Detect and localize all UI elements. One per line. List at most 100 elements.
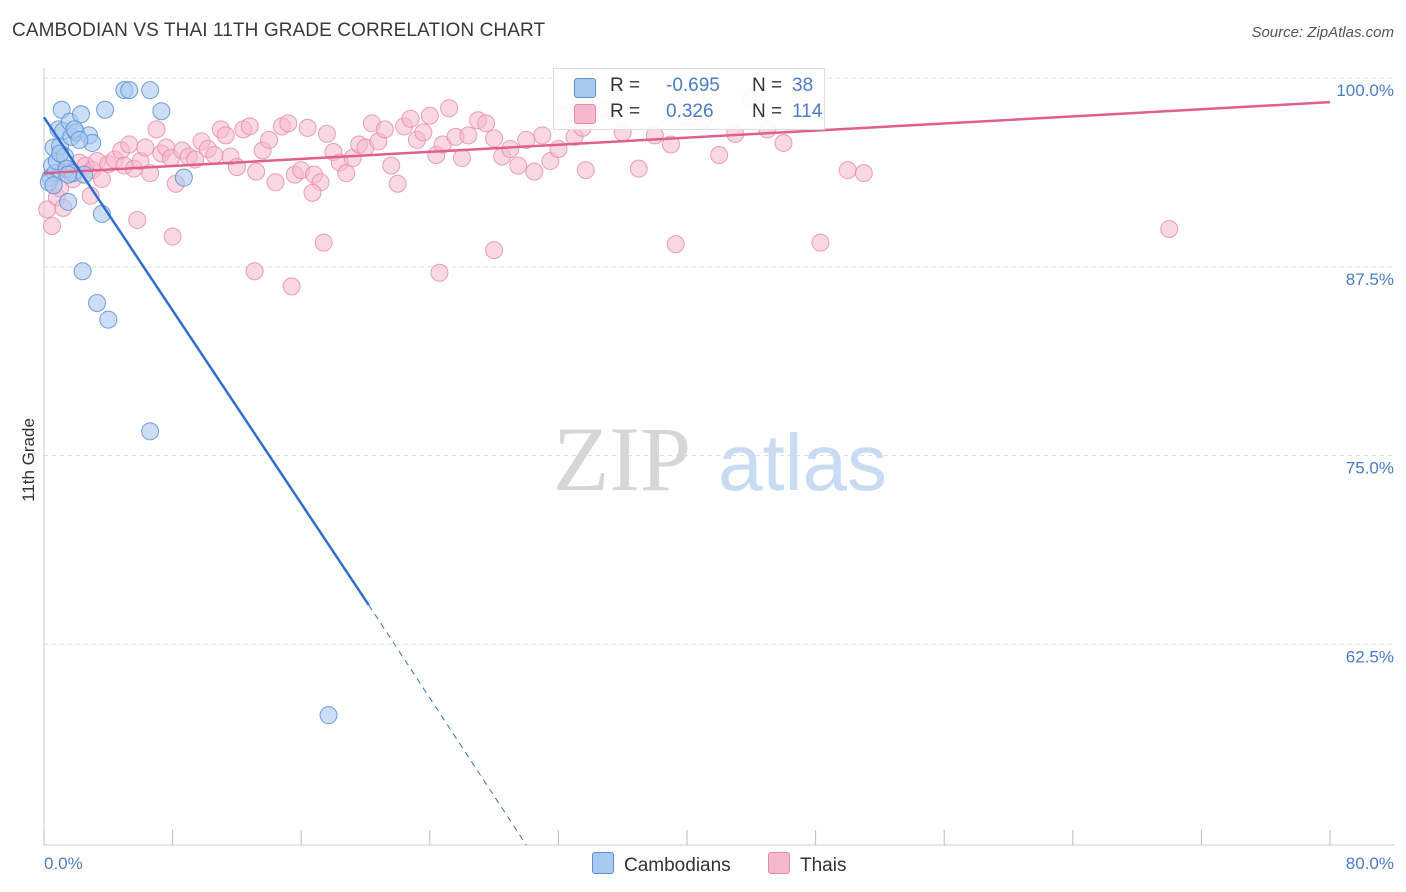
thai-point: [314, 233, 333, 252]
thai-point: [452, 149, 471, 168]
x-tick-label: 80.0%: [1346, 854, 1394, 873]
cambodian-point: [88, 293, 107, 312]
thai-point: [549, 139, 568, 158]
legend-r-label: R =: [610, 75, 641, 96]
y-axis-label: 11th Grade: [19, 418, 38, 502]
thai-point: [485, 129, 504, 148]
thai-point: [485, 241, 504, 260]
thai-point: [440, 99, 459, 118]
thai-point: [216, 126, 235, 145]
watermark-atlas: atlas: [718, 418, 887, 507]
thai-point: [1160, 220, 1179, 238]
thai-point: [661, 135, 680, 154]
axes: [43, 68, 1395, 846]
thai-point: [266, 173, 285, 192]
x-tick-label: 0.0%: [44, 854, 83, 873]
thai-point: [205, 146, 224, 165]
cambodians-swatch: [592, 852, 614, 874]
thai-point: [240, 117, 259, 136]
legend-n-label: N =: [752, 101, 783, 122]
legend-r-label: R =: [610, 101, 641, 122]
thai-point: [303, 183, 322, 202]
thai-point: [414, 123, 433, 142]
y-tick-label: 87.5%: [1346, 270, 1394, 289]
thai-point: [260, 130, 279, 149]
cambodian-point: [174, 168, 193, 187]
cambodians-label: Cambodians: [624, 855, 731, 876]
cambodian-point: [152, 102, 171, 121]
correlation-legend: R = -0.695 N = 38 R = 0.326 N = 114: [553, 68, 825, 130]
legend-n-value: 38: [792, 75, 814, 96]
cambodian-point: [99, 310, 118, 329]
thai-point: [420, 106, 439, 125]
thai-point: [576, 161, 595, 180]
thai-point: [136, 138, 155, 157]
cambodian-point: [59, 165, 78, 184]
cambodian-point: [73, 262, 92, 281]
thai-point: [401, 109, 420, 128]
thai-point: [477, 114, 496, 133]
cambodian-point: [71, 105, 90, 124]
legend-r-value: -0.695: [666, 75, 720, 96]
thai-point: [430, 263, 449, 282]
thai-point: [838, 161, 857, 180]
thai-point: [120, 135, 139, 154]
thai-point: [247, 162, 266, 181]
thai-trend-line: [43, 100, 1331, 175]
thai-point: [43, 216, 62, 235]
thai-point: [375, 120, 394, 139]
thai-point: [525, 162, 544, 181]
thai-point: [337, 164, 356, 183]
legend-swatch-cambodians: [574, 78, 596, 98]
bottom-legend-thais[interactable]: Thais: [768, 852, 846, 877]
thai-point: [128, 210, 147, 229]
thai-point: [298, 118, 317, 137]
bottom-legend-cambodians[interactable]: Cambodians: [592, 852, 731, 877]
cambodian-point: [59, 192, 78, 211]
cambodian-points: [39, 81, 338, 725]
thai-point: [388, 174, 407, 193]
thai-point: [459, 126, 478, 145]
thai-point: [774, 133, 793, 152]
cambodian-point: [44, 176, 63, 195]
thai-point: [279, 114, 298, 133]
thai-point: [710, 146, 729, 165]
chart-source: Source: ZipAtlas.com: [1251, 24, 1394, 41]
thai-point: [666, 235, 685, 254]
thai-point: [317, 124, 336, 143]
thai-point: [92, 170, 111, 189]
thai-point: [382, 156, 401, 175]
legend-n-value: 114: [792, 101, 823, 122]
watermark-zip: ZIP: [553, 408, 691, 510]
thai-point: [245, 262, 264, 281]
chart-title: CAMBODIAN VS THAI 11TH GRADE CORRELATION…: [12, 20, 546, 41]
y-tick-label: 62.5%: [1346, 647, 1394, 666]
thais-swatch: [768, 852, 790, 874]
cambodian-point: [70, 130, 89, 149]
trend-lines: [42, 100, 1331, 846]
thai-point: [147, 120, 166, 139]
cambodian-trend-line: [42, 116, 370, 606]
thai-point: [509, 156, 528, 175]
thai-point: [533, 126, 552, 145]
thai-point: [811, 233, 830, 252]
cambodian-point: [96, 100, 115, 119]
cambodian-point: [141, 422, 160, 441]
thai-point: [854, 164, 873, 183]
cambodian-point: [141, 81, 160, 100]
legend-n-label: N =: [752, 75, 783, 96]
cambodian-trend-extension: [368, 604, 527, 846]
cambodian-point: [120, 81, 139, 100]
legend-swatch-thais: [574, 104, 596, 124]
tick-labels: 100.0% 87.5% 75.0% 62.5% 0.0% 80.0%: [44, 81, 1394, 873]
thai-point: [629, 159, 648, 178]
cambodian-point: [319, 706, 338, 725]
legend-r-value: 0.326: [666, 101, 714, 122]
y-tick-label: 75.0%: [1346, 459, 1394, 478]
cambodian-point: [51, 144, 70, 163]
y-tick-label: 100.0%: [1336, 81, 1394, 100]
thai-point: [141, 164, 160, 183]
thai-point: [282, 277, 301, 296]
watermark: ZIP atlas: [553, 408, 887, 510]
